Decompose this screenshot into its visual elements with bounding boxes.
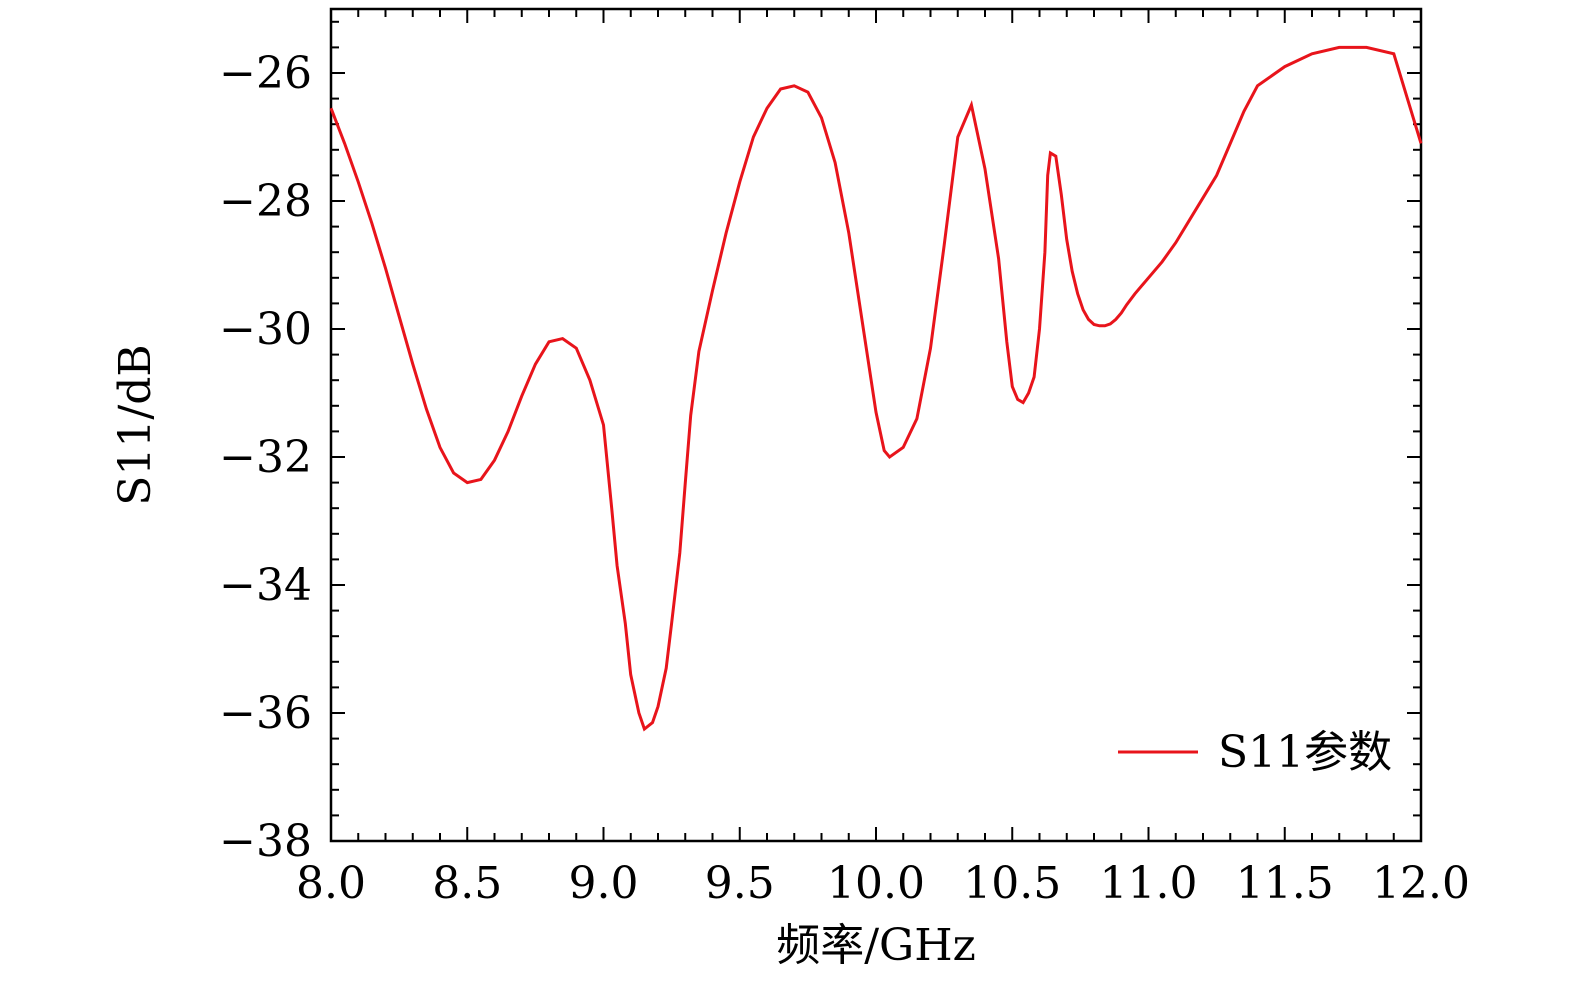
y-tick-label: −26 — [219, 48, 312, 99]
axis-ticks — [330, 9, 1422, 842]
x-tick-label: 12.0 — [1372, 858, 1470, 909]
x-tick-label: 11.0 — [1100, 858, 1198, 909]
x-tick-labels: 8.0 8.5 9.0 9.5 10.0 10.5 11.0 11.5 12.0 — [296, 858, 1470, 909]
legend-label: S11参数 — [1218, 727, 1392, 778]
x-tick-label: 10.0 — [827, 858, 925, 909]
y-tick-labels: −26 −28 −30 −32 −34 −36 −38 — [219, 48, 312, 867]
x-tick-label: 10.5 — [963, 858, 1061, 909]
x-tick-label: 8.5 — [432, 858, 502, 909]
y-axis-label: S11/dB — [110, 344, 161, 505]
x-tick-label: 9.0 — [569, 858, 639, 909]
y-tick-label: −38 — [219, 816, 312, 867]
y-tick-label: −30 — [219, 304, 312, 355]
y-tick-label: −36 — [219, 688, 312, 739]
x-tick-label: 8.0 — [296, 858, 366, 909]
series-line-s11 — [329, 45, 1423, 732]
y-tick-label: −34 — [219, 560, 312, 611]
x-axis-label: 频率/GHz — [776, 920, 976, 971]
x-tick-label: 11.5 — [1236, 858, 1334, 909]
y-tick-label: −32 — [219, 432, 312, 483]
legend: S11参数 — [1118, 727, 1392, 778]
x-tick-label: 9.5 — [705, 858, 775, 909]
plot-frame — [329, 7, 1423, 843]
y-tick-label: −28 — [219, 176, 312, 227]
